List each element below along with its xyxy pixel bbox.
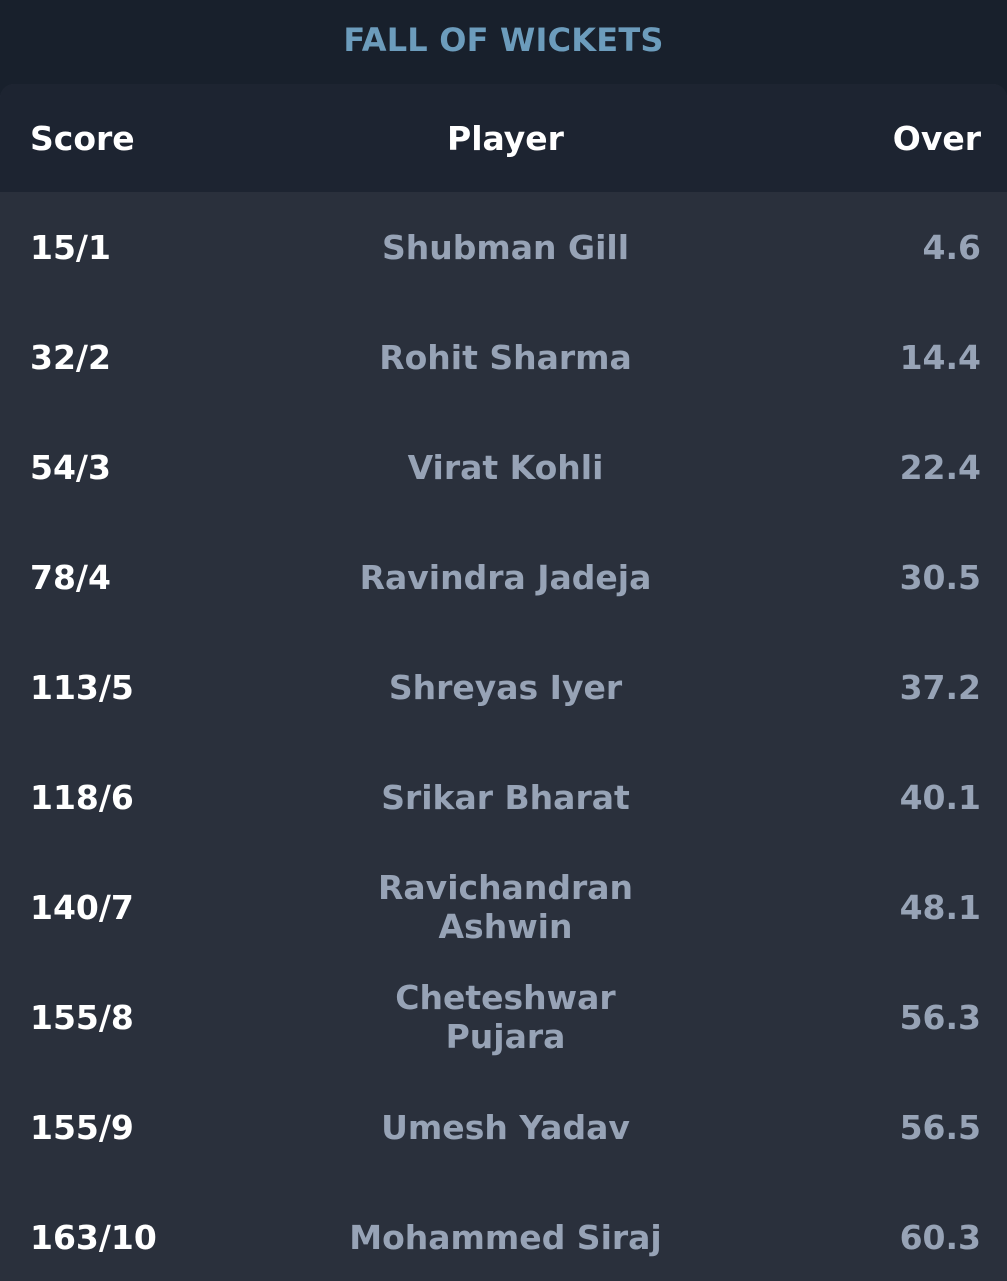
wicket-over: 4.6 [922,227,981,267]
table-row: 113/5 Shreyas Iyer 37.2 [0,632,1007,742]
wicket-player: Ravindra Jadeja [359,557,652,597]
wicket-score: 32/2 [30,337,111,377]
column-header-player: Player [447,118,564,158]
table-row: 15/1 Shubman Gill 4.6 [0,192,1007,302]
fall-of-wickets-table: Score Player Over 15/1 Shubman Gill 4.6 … [0,84,1007,1281]
wicket-score: 155/9 [30,1107,134,1147]
wicket-over: 30.5 [899,557,981,597]
wicket-over: 37.2 [899,667,981,707]
wicket-over: 40.1 [899,777,981,817]
table-row: 140/7 Ravichandran Ashwin 48.1 [0,852,1007,962]
wicket-player: Virat Kohli [407,447,604,487]
wicket-player: Shubman Gill [381,227,630,267]
wicket-player: Umesh Yadav [381,1107,630,1147]
wicket-score: 15/1 [30,227,111,267]
wicket-over: 56.5 [899,1107,981,1147]
table-row: 155/9 Umesh Yadav 56.5 [0,1072,1007,1182]
wicket-list: 15/1 Shubman Gill 4.6 32/2 Rohit Sharma … [0,192,1007,1281]
wicket-player: Mohammed Siraj [349,1217,662,1257]
table-row: 155/8 Cheteshwar Pujara 56.3 [0,962,1007,1072]
wicket-score: 78/4 [30,557,111,597]
table-row: 78/4 Ravindra Jadeja 30.5 [0,522,1007,632]
wicket-score: 140/7 [30,887,134,927]
wicket-score: 54/3 [30,447,111,487]
wicket-over: 48.1 [899,887,981,927]
wicket-player: Shreyas Iyer [388,667,623,707]
wicket-score: 118/6 [30,777,134,817]
wicket-score: 113/5 [30,667,134,707]
table-row: 118/6 Srikar Bharat 40.1 [0,742,1007,852]
section-header: FALL OF WICKETS [0,0,1007,84]
wicket-over: 60.3 [899,1217,981,1257]
column-header-score: Score [30,118,135,158]
wicket-player: Cheteshwar Pujara [395,978,616,1056]
section-title: FALL OF WICKETS [343,21,664,59]
table-row: 54/3 Virat Kohli 22.4 [0,412,1007,522]
wicket-over: 56.3 [899,997,981,1037]
table-row: 32/2 Rohit Sharma 14.4 [0,302,1007,412]
wicket-player: Rohit Sharma [379,337,632,377]
table-header: Score Player Over [0,84,1007,192]
wicket-over: 14.4 [899,337,981,377]
wicket-player: Ravichandran Ashwin [378,868,633,946]
table-row: 163/10 Mohammed Siraj 60.3 [0,1182,1007,1281]
column-header-over: Over [892,118,981,158]
wicket-score: 155/8 [30,997,134,1037]
wicket-score: 163/10 [30,1217,157,1257]
wicket-player: Srikar Bharat [381,777,630,817]
wicket-over: 22.4 [899,447,981,487]
